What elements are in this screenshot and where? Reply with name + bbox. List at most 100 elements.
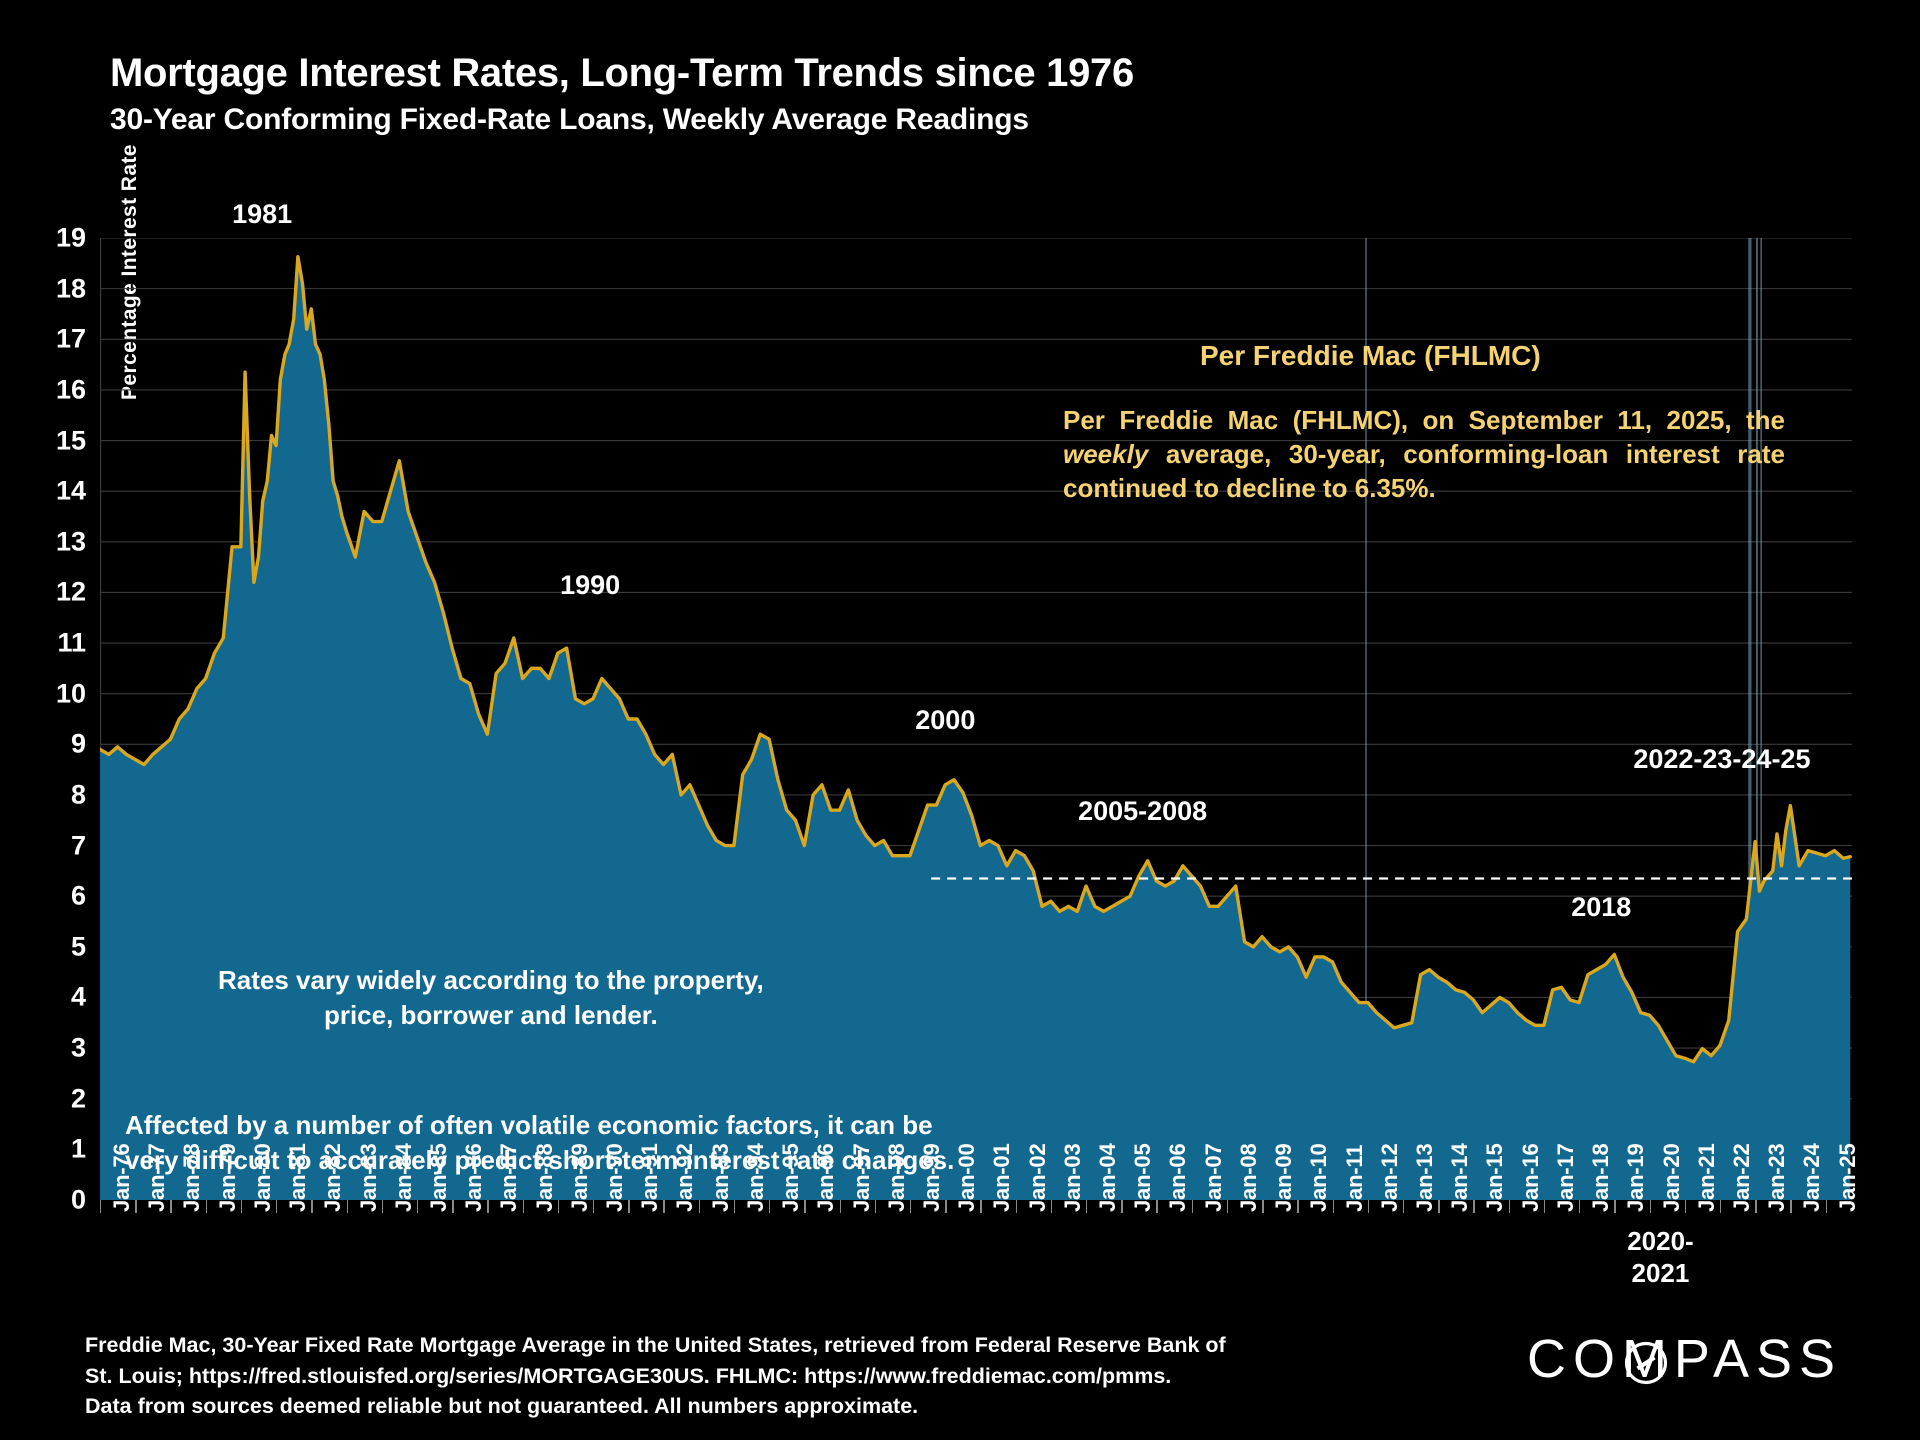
x-tick-mark [1402, 1200, 1405, 1213]
x-tick-mark [874, 1200, 877, 1213]
callout-2005-2008: 2005-2008 [1078, 795, 1208, 826]
page-title: Mortgage Interest Rates, Long-Term Trend… [110, 52, 1134, 137]
x-tick-jan-15: Jan-15 [1482, 1143, 1508, 1212]
x-tick-jan-07: Jan-07 [1200, 1143, 1226, 1212]
y-tick-17: 17 [55, 323, 86, 354]
x-tick-jan-22: Jan-22 [1728, 1143, 1754, 1212]
x-tick-mark [1262, 1200, 1264, 1213]
callout-1990: 1990 [560, 569, 621, 600]
x-tick-mark [1508, 1200, 1511, 1213]
x-tick-mark [170, 1200, 172, 1213]
y-tick-15: 15 [55, 425, 86, 456]
annotation-body-part2: average, 30-year, conforming-loan intere… [1063, 438, 1785, 503]
y-tick-7: 7 [70, 830, 86, 861]
note-volatile-factors: Affected by a number of often volatile e… [125, 1108, 954, 1178]
footer-line2: St. Louis; https://fred.stlouisfed.org/s… [85, 1363, 1172, 1388]
y-tick-14: 14 [55, 475, 86, 506]
callout-1981: 1981 [232, 198, 293, 229]
x-tick-mark [1050, 1200, 1053, 1213]
rate-line [100, 255, 1852, 1064]
x-tick-jan-23: Jan-23 [1764, 1143, 1790, 1212]
x-tick-mark [1684, 1200, 1687, 1213]
x-tick-jan-01: Jan-01 [989, 1143, 1015, 1212]
annotation-body-italic: weekly [1063, 438, 1149, 469]
x-tick-mark [1719, 1200, 1722, 1213]
x-tick-mark [1367, 1200, 1370, 1213]
x-tick-jan-19: Jan-19 [1623, 1143, 1649, 1212]
y-tick-8: 8 [70, 779, 86, 810]
chart-plot-area [100, 238, 1852, 1200]
x-tick-mark [205, 1200, 208, 1213]
x-tick-mark [1015, 1200, 1017, 1213]
note-a-line1: Rates vary widely according to the prope… [218, 965, 764, 995]
x-tick-mark [522, 1200, 524, 1213]
x-tick-mark [1297, 1200, 1299, 1213]
x-tick-mark [1473, 1200, 1475, 1213]
callout-2018: 2018 [1571, 891, 1632, 922]
x-tick-jan-06: Jan-06 [1165, 1143, 1191, 1212]
y-tick-1: 1 [70, 1133, 86, 1164]
y-tick-3: 3 [70, 1032, 86, 1063]
y-tick-18: 18 [55, 273, 86, 304]
x-tick-mark [557, 1200, 560, 1213]
x-tick-mark [1191, 1200, 1194, 1213]
note-rates-vary: Rates vary widely according to the prope… [218, 963, 764, 1033]
y-tick-6: 6 [70, 880, 86, 911]
chart-subtitle: 30-Year Conforming Fixed-Rate Loans, Wee… [110, 103, 1029, 137]
footer-line3: Data from sources deemed reliable but no… [85, 1394, 919, 1419]
x-tick-jan-14: Jan-14 [1447, 1143, 1473, 1212]
compass-circle-slash-icon [1624, 1341, 1668, 1385]
x-tick-mark [769, 1200, 771, 1213]
x-tick-mark [1579, 1200, 1581, 1213]
x-tick-mark [100, 1200, 102, 1213]
y-tick-5: 5 [70, 931, 86, 962]
x-tick-mark [628, 1200, 630, 1213]
x-tick-jan-24: Jan-24 [1799, 1143, 1825, 1212]
x-tick-mark [804, 1200, 806, 1213]
x-tick-mark [663, 1200, 665, 1213]
x-tick-mark [733, 1200, 736, 1213]
chart-svg [100, 238, 1852, 1200]
x-tick-mark [416, 1200, 419, 1213]
x-tick-mark [1438, 1200, 1440, 1213]
x-tick-jan-04: Jan-04 [1095, 1143, 1121, 1212]
x-tick-jan-18: Jan-18 [1588, 1143, 1614, 1212]
x-tick-mark [1332, 1200, 1334, 1213]
x-tick-jan-25: Jan-25 [1834, 1143, 1860, 1212]
x-tick-mark [593, 1200, 595, 1213]
x-tick-jan-03: Jan-03 [1059, 1143, 1085, 1212]
x-tick-mark [1226, 1200, 1229, 1213]
x-tick-mark [1156, 1200, 1158, 1213]
y-tick-4: 4 [70, 981, 86, 1012]
x-tick-jan-12: Jan-12 [1376, 1143, 1402, 1212]
footer-line1: Freddie Mac, 30-Year Fixed Rate Mortgage… [85, 1333, 1226, 1357]
x-tick-jan-20: Jan-20 [1658, 1143, 1684, 1212]
footer-source: Freddie Mac, 30-Year Fixed Rate Mortgage… [85, 1330, 1445, 1422]
x-tick-mark [1755, 1200, 1757, 1213]
y-tick-19: 19 [55, 222, 86, 253]
y-tick-12: 12 [55, 576, 86, 607]
y-tick-10: 10 [55, 678, 86, 709]
x-tick-mark [487, 1200, 489, 1213]
x-tick-jan-09: Jan-09 [1271, 1143, 1297, 1212]
y-tick-11: 11 [57, 627, 86, 658]
x-tick-jan-08: Jan-08 [1235, 1143, 1261, 1212]
x-tick-jan-10: Jan-10 [1306, 1143, 1332, 1212]
note-b-line2: very difficult to accurately predict sho… [125, 1144, 955, 1175]
y-tick-9: 9 [70, 728, 86, 759]
callout-2022-23-24-25: 2022-23-24-25 [1633, 743, 1811, 774]
annotation-body-part1: Per Freddie Mac (FHLMC), on September 11… [1063, 405, 1785, 435]
x-tick-jan-16: Jan-16 [1517, 1143, 1543, 1212]
x-tick-mark [240, 1200, 243, 1213]
callout-2020-2021: 2020- 2021 [1627, 1225, 1694, 1288]
x-tick-mark [1121, 1200, 1123, 1213]
x-tick-mark [1825, 1200, 1827, 1213]
y-tick-13: 13 [55, 526, 86, 557]
x-tick-mark [909, 1200, 912, 1213]
x-tick-mark [945, 1200, 947, 1213]
x-tick-mark [698, 1200, 701, 1213]
x-tick-jan-00: Jan-00 [954, 1143, 980, 1212]
x-tick-mark [1649, 1200, 1651, 1213]
x-tick-mark [135, 1200, 137, 1213]
